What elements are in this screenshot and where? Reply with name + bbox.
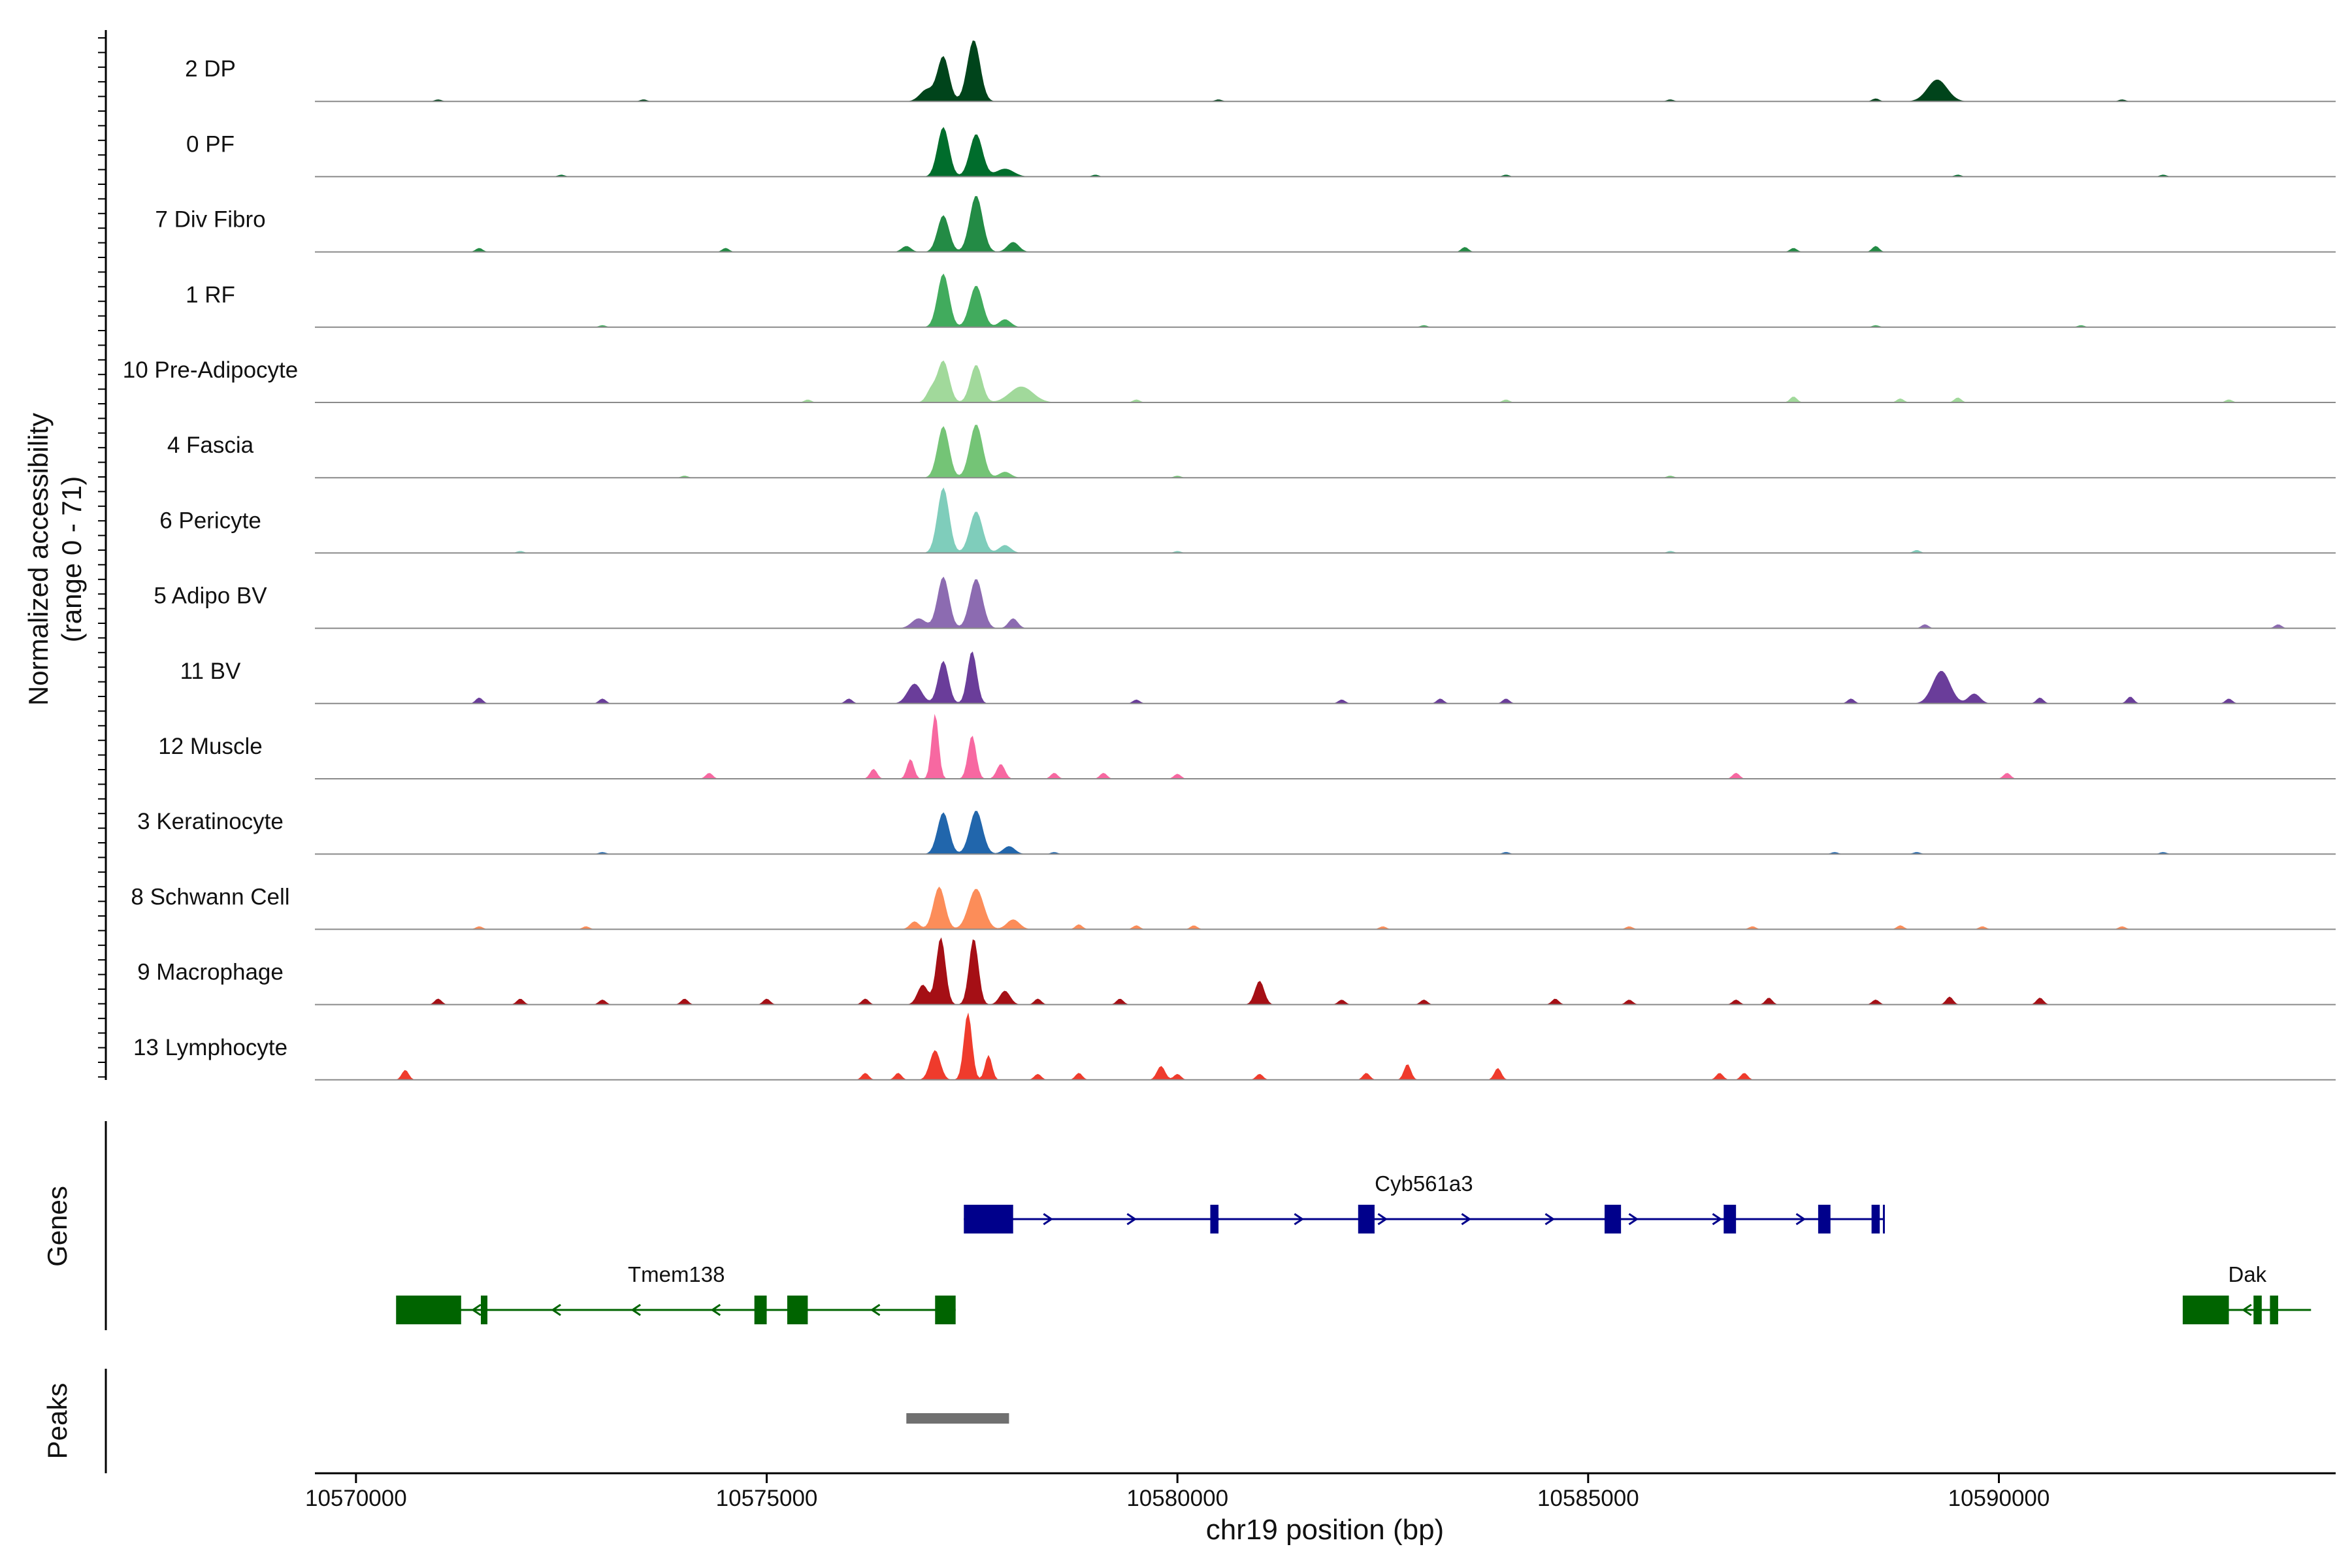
- track-label: 6 Pericyte: [159, 508, 261, 533]
- peaks-track-label: Peaks: [42, 1383, 73, 1460]
- gene-cyb561a3: Cyb561a3: [964, 1171, 1885, 1233]
- exon: [1604, 1205, 1622, 1233]
- coverage-area: [315, 651, 2336, 704]
- track-label: 12 Muscle: [158, 734, 263, 759]
- coverage-area: [315, 713, 2336, 779]
- track-label: 1 RF: [186, 282, 235, 308]
- coverage-area: [315, 1012, 2336, 1080]
- exon: [397, 1296, 461, 1324]
- track-9-macrophage: 9 Macrophage: [137, 937, 2336, 1005]
- exon: [754, 1296, 767, 1324]
- coverage-area: [315, 887, 2336, 930]
- strand-arrow: [551, 1303, 561, 1316]
- strand-arrow: [1712, 1213, 1723, 1226]
- track-4-fascia: 4 Fascia: [167, 425, 2336, 479]
- exon: [1818, 1205, 1831, 1233]
- coverage-area: [315, 127, 2336, 177]
- track-5-adipo-bv: 5 Adipo BV: [154, 576, 2336, 629]
- x-tick-label: 10580000: [1126, 1486, 1228, 1511]
- strand-arrow: [870, 1303, 881, 1316]
- strand-arrow: [1043, 1213, 1054, 1226]
- coverage-area: [315, 937, 2336, 1005]
- exon: [2270, 1296, 2278, 1324]
- peaks-track: [906, 1413, 1009, 1424]
- strand-arrow: [2242, 1303, 2252, 1316]
- track-12-muscle: 12 Muscle: [158, 713, 2336, 779]
- strand-arrow: [1377, 1213, 1388, 1226]
- y-axis-label-line2: (range 0 - 71): [56, 476, 87, 642]
- coverage-area: [315, 273, 2336, 327]
- exon: [935, 1296, 956, 1324]
- coverage-area: [315, 40, 2336, 102]
- gene-label: Cyb561a3: [1375, 1171, 1473, 1196]
- gene-tmem138: Tmem138: [396, 1262, 956, 1324]
- track-3-keratinocyte: 3 Keratinocyte: [137, 809, 2336, 855]
- strand-arrow: [630, 1303, 641, 1316]
- genes-track-label: Genes: [42, 1186, 73, 1267]
- track-label: 8 Schwann Cell: [131, 884, 289, 909]
- exon: [964, 1205, 1013, 1233]
- exon: [1871, 1205, 1880, 1233]
- strand-arrow: [1126, 1213, 1137, 1226]
- coverage-area: [315, 487, 2336, 553]
- track-label: 2 DP: [185, 56, 236, 82]
- coverage-area: [315, 811, 2336, 855]
- track-label: 5 Adipo BV: [154, 583, 267, 609]
- exon: [2183, 1296, 2229, 1324]
- track-10-pre-adipocyte: 10 Pre-Adipocyte: [123, 357, 2336, 403]
- exon: [1723, 1205, 1737, 1233]
- track-0-pf: 0 PF: [186, 127, 2336, 178]
- exon: [1358, 1205, 1375, 1233]
- track-13-lymphocyte: 13 Lymphocyte: [133, 1012, 2336, 1081]
- track-11-bv: 11 BV: [180, 651, 2336, 704]
- strand-arrow: [1461, 1213, 1472, 1226]
- track-label: 11 BV: [180, 659, 241, 684]
- x-tick-label: 10585000: [1537, 1486, 1639, 1511]
- exon: [1210, 1205, 1219, 1233]
- coverage-area: [315, 576, 2336, 629]
- coverage-area: [315, 196, 2336, 252]
- track-label: 10 Pre-Adipocyte: [123, 357, 298, 383]
- strand-arrow: [1544, 1213, 1556, 1226]
- track-label: 4 Fascia: [167, 433, 254, 458]
- gene-label: Tmem138: [628, 1262, 725, 1286]
- track-label: 3 Keratinocyte: [137, 809, 284, 834]
- track-label: 7 Div Fibro: [155, 207, 265, 233]
- track-7-div-fibro: 7 Div Fibro: [155, 196, 2336, 253]
- track-1-rf: 1 RF: [186, 273, 2336, 328]
- y-axis-label-line1: Normalized accessibility: [23, 413, 54, 706]
- strand-arrow: [471, 1303, 482, 1316]
- track-2-dp: 2 DP: [185, 40, 2336, 103]
- track-label: 9 Macrophage: [137, 960, 284, 985]
- coverage-area: [315, 425, 2336, 478]
- x-tick-label: 10570000: [305, 1486, 407, 1511]
- strand-arrow: [1795, 1213, 1806, 1226]
- track-label: 13 Lymphocyte: [133, 1035, 287, 1060]
- coverage-area: [315, 360, 2336, 402]
- coverage-tracks: 2 DP 0 PF 7 Div Fibro 1 RF 10 Pre-Adipocyte 4…: [123, 40, 2336, 1081]
- exon: [480, 1296, 488, 1324]
- strand-arrow: [1628, 1213, 1639, 1226]
- strand-arrow: [1294, 1213, 1305, 1226]
- gene-dak: Dak: [2182, 1262, 2311, 1324]
- axes: Normalized accessibility (range 0 - 71) …: [23, 30, 2336, 1546]
- gene-label: Dak: [2228, 1262, 2266, 1286]
- x-tick-label: 10575000: [716, 1486, 818, 1511]
- exon: [787, 1296, 808, 1324]
- gene-annotation-track: Cyb561a3 Tmem138 Dak: [396, 1171, 2311, 1324]
- peak-region: [906, 1413, 1009, 1424]
- track-8-schwann-cell: 8 Schwann Cell: [131, 884, 2336, 930]
- x-tick-label: 10590000: [1948, 1486, 2050, 1511]
- strand-arrow: [710, 1303, 721, 1316]
- track-label: 0 PF: [186, 131, 235, 157]
- x-axis-label: chr19 position (bp): [1206, 1514, 1444, 1546]
- track-6-pericyte: 6 Pericyte: [159, 487, 2336, 554]
- exon: [2253, 1296, 2262, 1324]
